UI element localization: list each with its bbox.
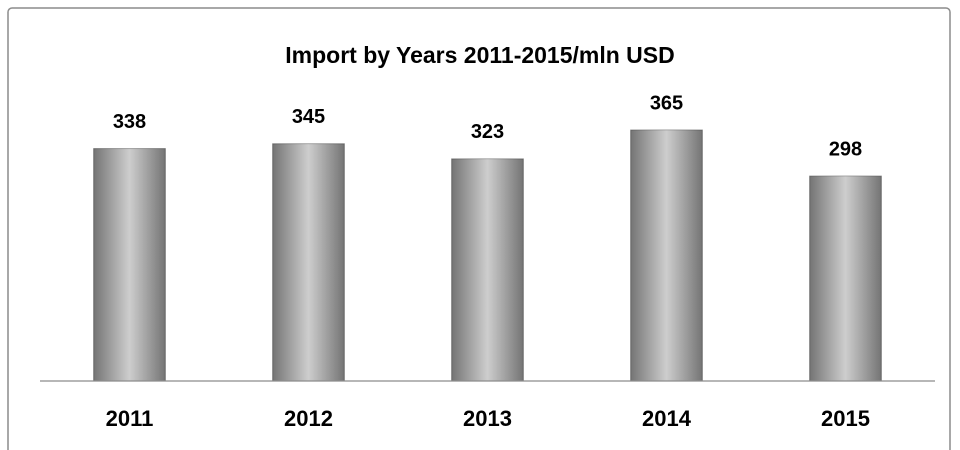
x-tick-label: 2013 <box>463 406 512 431</box>
value-label: 365 <box>650 92 683 114</box>
x-tick-label: 2011 <box>106 406 154 431</box>
chart-title: Import by Years 2011-2015/mln USD <box>285 42 675 68</box>
bar <box>809 175 882 382</box>
bar <box>451 158 524 382</box>
value-label: 345 <box>292 106 325 128</box>
x-tick-label: 2015 <box>821 406 870 431</box>
value-label: 323 <box>471 121 504 143</box>
bar <box>93 148 166 382</box>
value-label: 338 <box>113 111 146 133</box>
bar <box>272 143 345 382</box>
bar <box>630 129 703 382</box>
x-tick-label: 2012 <box>284 406 333 431</box>
x-tick-label: 2014 <box>642 406 692 431</box>
value-label: 298 <box>829 138 862 160</box>
